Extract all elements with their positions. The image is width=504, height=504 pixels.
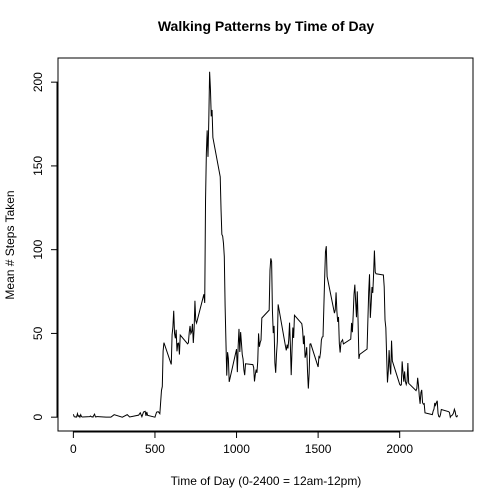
x-axis-label: Time of Day (0-2400 = 12am-12pm)	[171, 474, 362, 488]
y-tick-label: 50	[31, 326, 45, 340]
y-tick-label: 150	[31, 156, 45, 176]
chart-title: Walking Patterns by Time of Day	[158, 18, 374, 34]
y-tick-label: 200	[31, 72, 45, 92]
plot-frame	[57, 57, 474, 432]
x-tick-label: 0	[70, 442, 77, 456]
y-axis-label: Mean # Steps Taken	[3, 190, 17, 299]
x-tick-label: 500	[145, 442, 165, 456]
x-tick-label: 2000	[386, 442, 413, 456]
y-tick-label: 0	[31, 414, 45, 421]
data-line	[72, 71, 459, 419]
y-tick-label: 100	[31, 239, 45, 259]
x-tick-label: 1500	[305, 442, 332, 456]
x-tick-label: 1000	[223, 442, 250, 456]
